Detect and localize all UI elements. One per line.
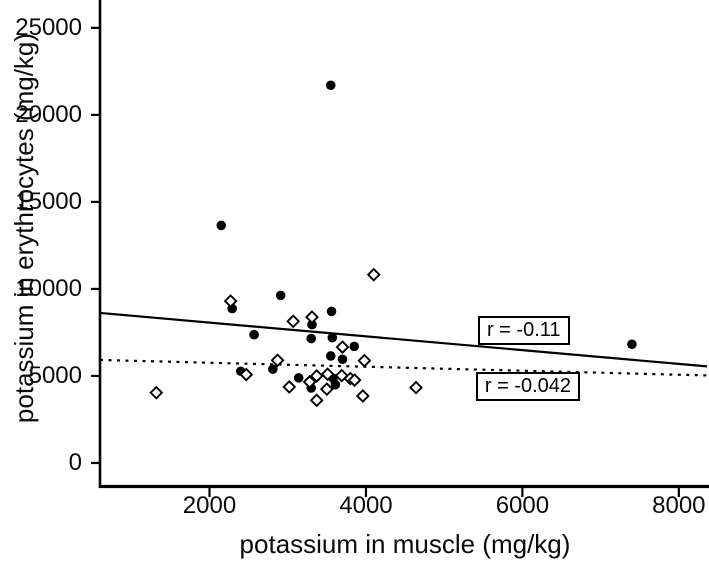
correlation-label-dashed-text: r = -0.042 bbox=[484, 375, 572, 398]
data-point-circle bbox=[306, 333, 316, 344]
data-point-diamond bbox=[282, 379, 297, 394]
data-point-diamond bbox=[319, 382, 334, 397]
data-point-circle bbox=[337, 354, 348, 365]
data-point-diamond bbox=[347, 373, 362, 388]
y-tick-label: 20000 bbox=[15, 100, 82, 128]
y-tick-label: 25000 bbox=[15, 13, 82, 41]
correlation-label-solid: r = -0.11 bbox=[477, 316, 570, 346]
data-point-circle bbox=[307, 319, 317, 330]
data-point-diamond bbox=[409, 380, 423, 395]
data-point-diamond bbox=[309, 393, 324, 408]
data-point-diamond bbox=[355, 389, 370, 403]
data-point-circle bbox=[349, 341, 360, 352]
regression-line-solid bbox=[99, 311, 708, 368]
y-tick-label: 10000 bbox=[15, 274, 82, 302]
data-point-circle bbox=[330, 379, 341, 390]
data-point-circle bbox=[275, 290, 286, 301]
data-point-diamond bbox=[305, 310, 319, 325]
data-point-circle bbox=[268, 364, 278, 374]
data-point-circle bbox=[627, 339, 637, 350]
data-point-diamond bbox=[223, 294, 238, 309]
data-point-circle bbox=[327, 332, 338, 343]
data-point-diamond bbox=[309, 369, 324, 383]
correlation-label-dashed: r = -0.042 bbox=[475, 372, 581, 402]
data-point-diamond bbox=[239, 367, 254, 382]
data-point-circle bbox=[326, 306, 337, 317]
data-point-diamond bbox=[149, 385, 164, 400]
data-point-diamond bbox=[286, 314, 301, 329]
data-point-circle bbox=[325, 80, 336, 91]
x-tick-label: 2000 bbox=[182, 492, 237, 519]
data-point-diamond bbox=[366, 267, 381, 282]
data-point-diamond bbox=[270, 353, 285, 368]
data-point-circle bbox=[325, 351, 336, 361]
correlation-label-solid-text: r = -0.11 bbox=[486, 319, 561, 342]
y-tick-label: 5000 bbox=[28, 361, 82, 389]
data-point-diamond bbox=[302, 374, 317, 389]
x-tick-label: 6000 bbox=[495, 492, 550, 519]
data-point-diamond bbox=[357, 353, 372, 368]
data-point-diamond bbox=[320, 367, 335, 382]
x-tick-label: 4000 bbox=[339, 492, 393, 519]
data-point-circle bbox=[249, 329, 259, 340]
regression-line-dashed bbox=[99, 358, 708, 377]
data-point-circle bbox=[216, 220, 227, 231]
x-tick-label: 8000 bbox=[652, 492, 706, 519]
data-point-diamond bbox=[335, 340, 350, 355]
y-tick-label: 15000 bbox=[15, 187, 82, 215]
x-axis-title: potassium in muscle (mg/kg) bbox=[239, 529, 571, 559]
data-point-circle bbox=[293, 373, 304, 383]
y-tick-label: 0 bbox=[68, 448, 82, 476]
